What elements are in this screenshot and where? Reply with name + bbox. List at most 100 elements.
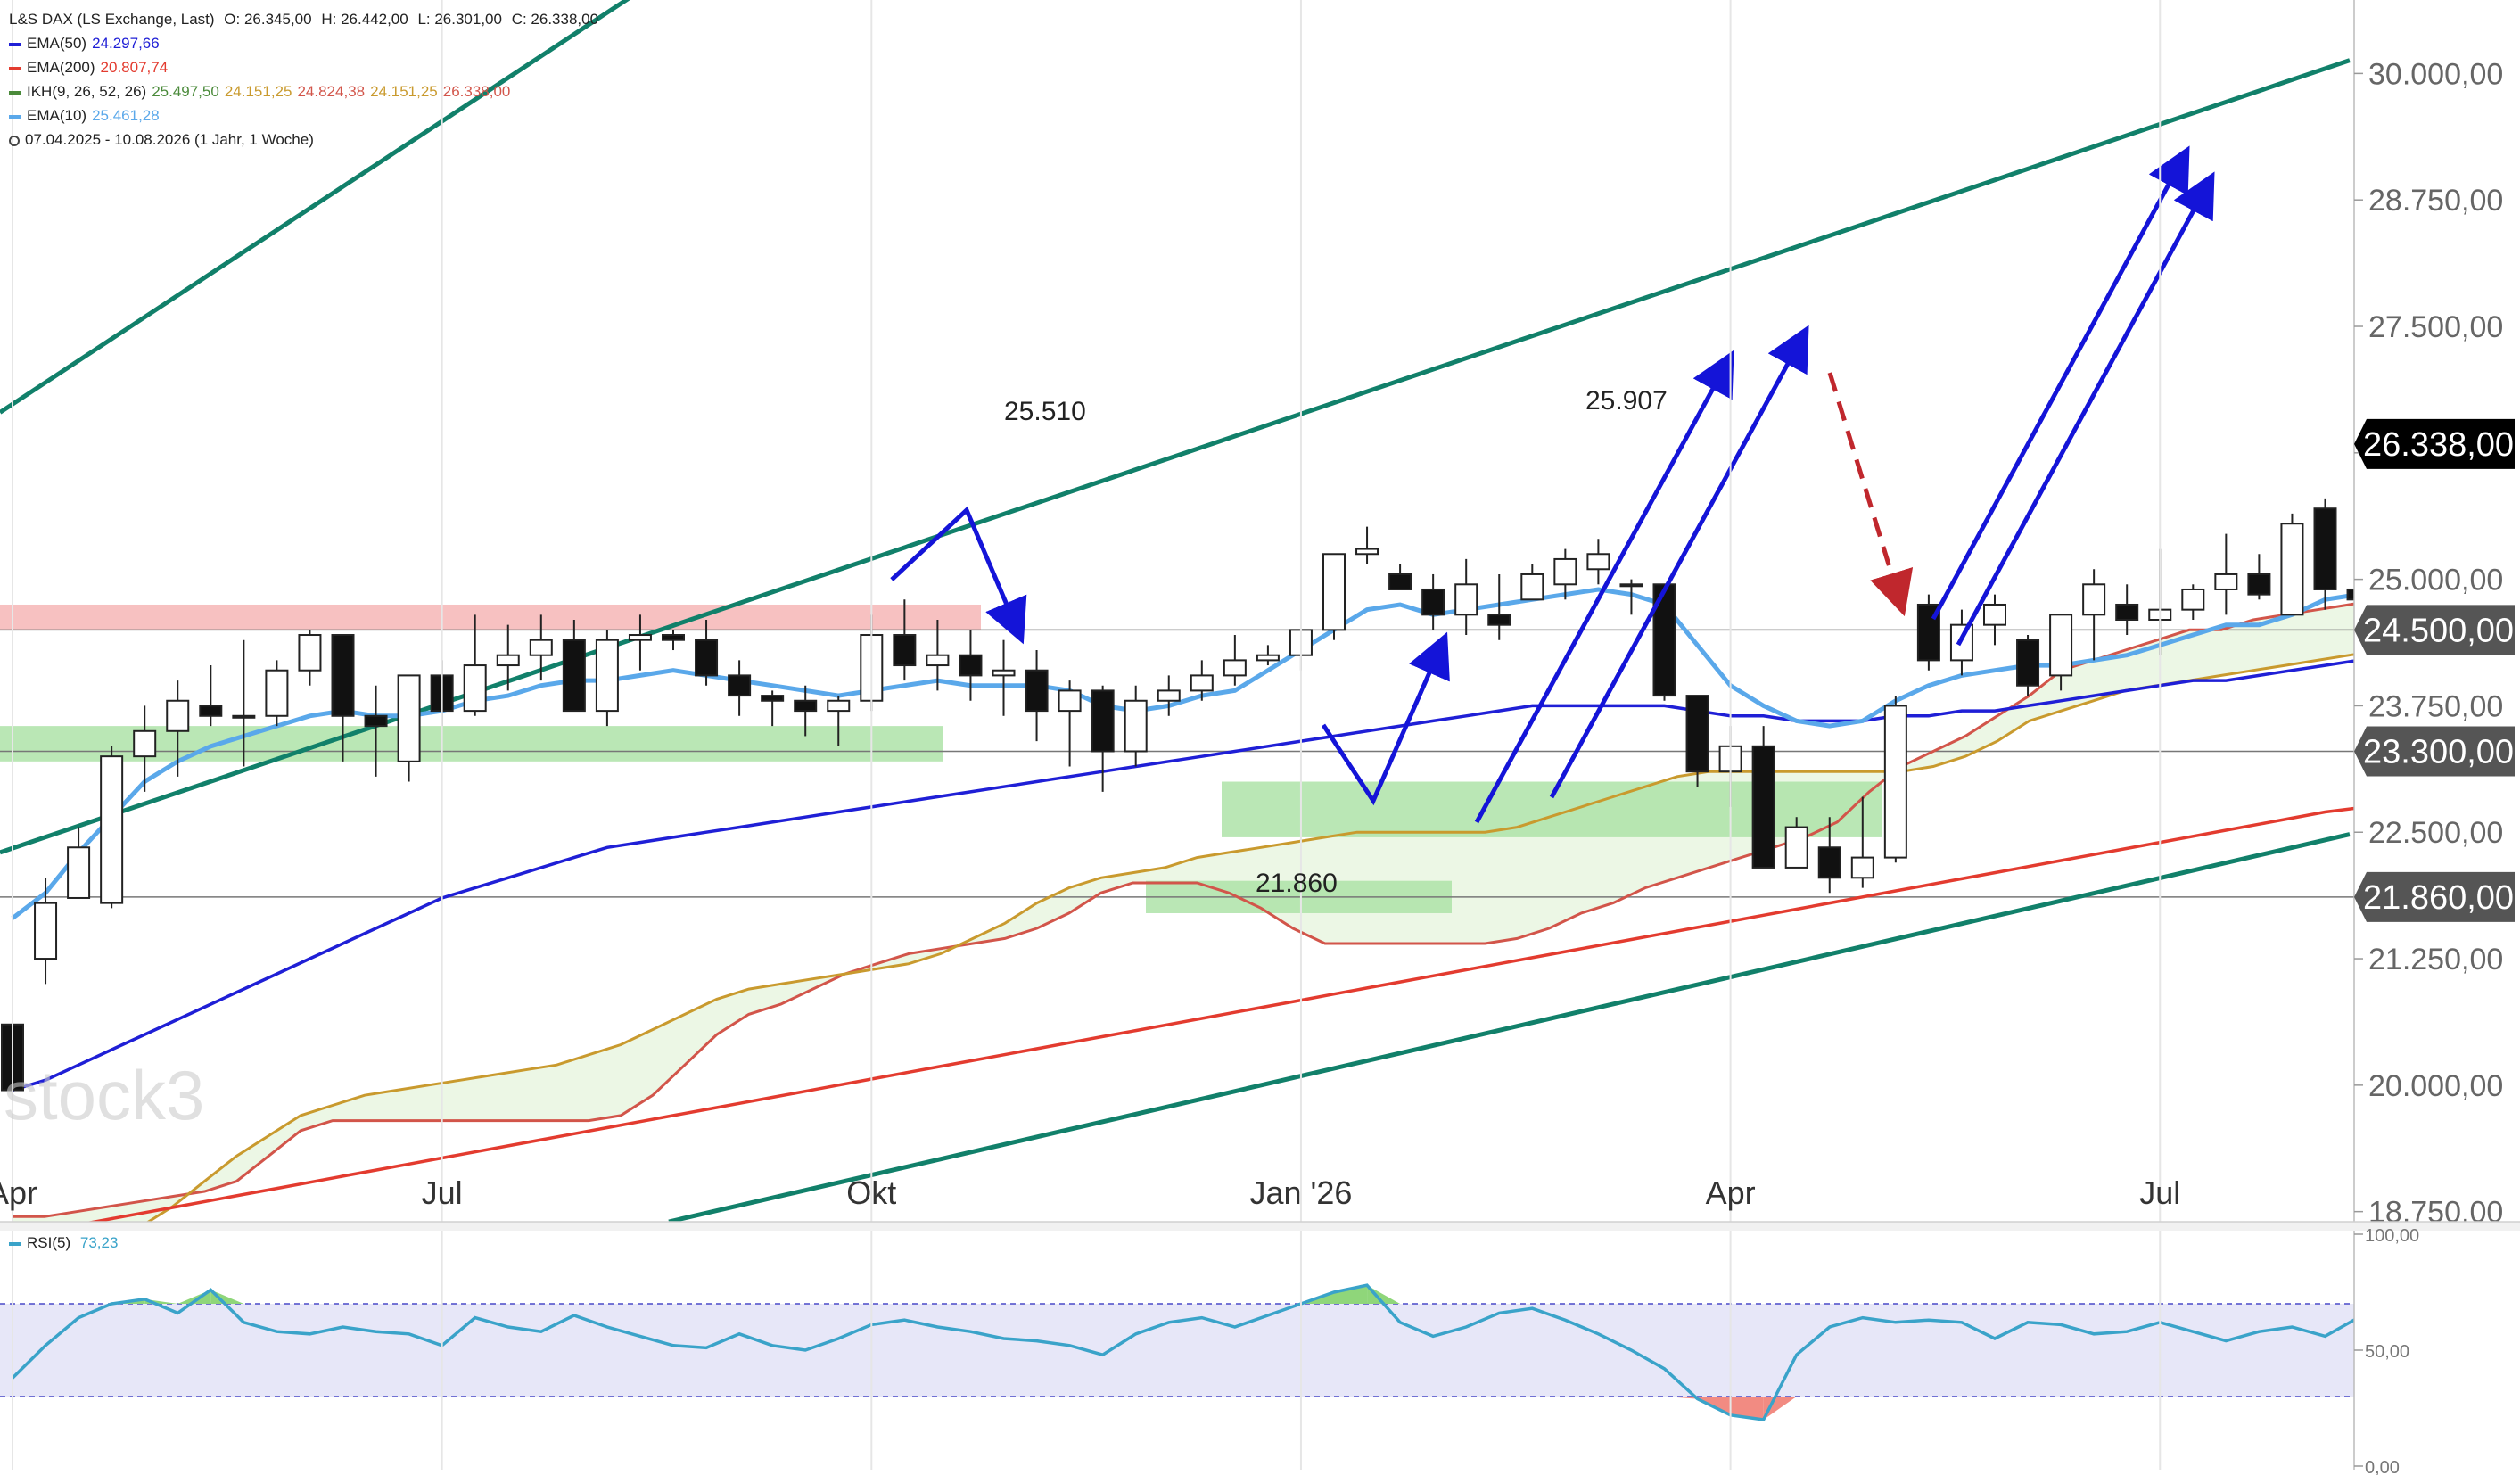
candle-body — [2313, 507, 2337, 590]
ema50-label: EMA(50) — [27, 35, 87, 52]
rsi-swatch-icon — [9, 1241, 21, 1246]
candle-body — [1454, 583, 1478, 616]
candle-body — [1256, 654, 1280, 662]
x-tick-label: Jul — [2139, 1174, 2180, 1211]
rsi-value: 73,23 — [79, 1234, 119, 1251]
candle-body — [827, 699, 851, 713]
price-tag-label: 26.338,00 — [2363, 426, 2514, 464]
support-zone-1 — [0, 726, 943, 762]
candle-body — [1058, 689, 1082, 713]
candle-body — [2247, 573, 2271, 596]
x-tick-label: Apr — [0, 1174, 37, 1211]
candle-body — [695, 639, 719, 677]
resistance-zone — [0, 604, 981, 630]
ohlc-high: H: 26.442,00 — [321, 11, 408, 28]
candle-body — [728, 674, 752, 697]
ohlc-close: C: 26.338,00 — [511, 11, 599, 28]
ikh-label: IKH(9, 26, 52, 26) — [27, 83, 147, 100]
candle-body — [1190, 674, 1214, 692]
annotation-21860: 21.860 — [1256, 869, 1338, 898]
price-tick-label: 25.000,00 — [2368, 564, 2503, 597]
instrument-row: L&S DAX (LS Exchange, Last) O: 26.345,00… — [9, 7, 598, 31]
rsi-oversold-fill — [1664, 1397, 1698, 1399]
annotation-25907: 25.907 — [1585, 386, 1668, 416]
candle-body — [926, 654, 950, 667]
candle-body — [2346, 588, 2354, 601]
ema10-line — [11, 587, 2354, 920]
instrument-title: L&S DAX (LS Exchange, Last) — [9, 11, 215, 28]
channel-middle-line — [0, 58, 2351, 855]
clock-icon — [9, 135, 20, 146]
candle-body — [133, 729, 157, 758]
price-tag-box — [2354, 605, 2515, 655]
rsi-overbought-fill — [1334, 1285, 1368, 1304]
candle-body — [1685, 695, 1709, 773]
legend-ema50[interactable]: EMA(50) 24.297,66 — [9, 31, 598, 55]
candle-body — [2181, 588, 2205, 611]
candle-body — [397, 674, 421, 762]
price-tick-label: 23.750,00 — [2368, 689, 2503, 723]
candle-body — [662, 634, 685, 641]
ikh-swatch-icon — [9, 90, 21, 95]
candle-body — [2280, 523, 2304, 616]
date-range-row[interactable]: 07.04.2025 - 10.08.2026 (1 Jahr, 1 Woche… — [9, 128, 598, 152]
candle-body — [1850, 856, 1874, 879]
candle-body — [1883, 705, 1907, 859]
date-range: 07.04.2025 - 10.08.2026 (1 Jahr, 1 Woche… — [25, 131, 314, 148]
rsi-overbought-fill — [177, 1290, 211, 1304]
ema50-line — [12, 659, 2354, 1092]
candle-body — [893, 634, 917, 667]
rsi-overbought-fill — [1367, 1285, 1401, 1304]
price-tick-label: 20.000,00 — [2368, 1069, 2503, 1103]
rsi-oversold-fill — [1730, 1397, 1764, 1420]
candle-body — [794, 699, 818, 713]
candle-body — [1223, 659, 1247, 677]
legend-ikh[interactable]: IKH(9, 26, 52, 26) 25.497,50 24.151,25 24.8… — [9, 79, 598, 103]
rsi-label: RSI(5) — [27, 1234, 71, 1251]
candle-body — [2016, 639, 2040, 687]
ema10-swatch-icon — [9, 114, 21, 119]
ema10-value: 25.461,28 — [92, 107, 160, 124]
candle-body — [1983, 603, 2006, 626]
rsi-band — [0, 1304, 2354, 1397]
ema200-label: EMA(200) — [27, 59, 95, 76]
candle-body — [1619, 583, 1643, 588]
channel-upper-line — [0, 0, 630, 415]
candle-body — [628, 634, 652, 641]
correction-arrow — [1827, 372, 1914, 617]
price-tag-box — [2354, 418, 2515, 469]
ema200-value: 20.807,74 — [100, 59, 169, 76]
ema200-swatch-icon — [9, 66, 21, 70]
channel-lower-line — [668, 832, 2351, 1222]
ema50-value: 24.297,66 — [92, 35, 160, 52]
price-tag-box — [2354, 871, 2515, 922]
x-tick-label: Jan '26 — [1249, 1174, 1352, 1211]
trend-arrow-top — [890, 506, 1027, 645]
candle-body — [2115, 603, 2139, 622]
candle-body — [761, 695, 785, 702]
legend-ema10[interactable]: EMA(10) 25.461,28 — [9, 103, 598, 128]
candle-body — [2049, 614, 2073, 677]
candle-body — [331, 634, 355, 717]
target-arrow-1 — [1931, 145, 2190, 621]
candle-body — [1553, 557, 1577, 586]
legend-ema200[interactable]: EMA(200) 20.807,74 — [9, 55, 598, 79]
candle-body — [992, 669, 1016, 677]
candle-body — [2214, 573, 2238, 590]
candle-body — [595, 639, 619, 713]
trend-arrow-up-2 — [1549, 325, 1809, 799]
candle-body — [2082, 583, 2106, 616]
rsi-header[interactable]: RSI(5) 73,23 — [9, 1234, 118, 1252]
candle-body — [562, 639, 586, 713]
candle-body — [463, 664, 487, 713]
price-tag-label: 21.860,00 — [2363, 879, 2514, 917]
candle-body — [1784, 826, 1808, 869]
price-plot-area — [0, 0, 2354, 1222]
price-tick-label: 27.500,00 — [2368, 310, 2503, 344]
panel-separator — [0, 1222, 2520, 1231]
ikh-value-3: 24.824,38 — [297, 83, 366, 100]
candle-body — [1355, 548, 1379, 556]
candle-body — [298, 634, 322, 672]
price-tag-label: 24.500,00 — [2363, 612, 2514, 649]
